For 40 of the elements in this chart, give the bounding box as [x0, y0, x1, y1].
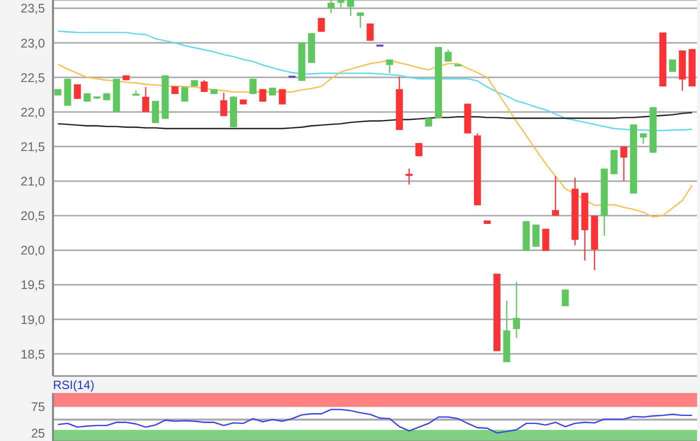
y-tick-label: 23,5 [20, 2, 46, 16]
candlestick [512, 281, 520, 339]
candlestick [542, 228, 550, 252]
candlestick [142, 86, 150, 113]
candlestick [532, 224, 540, 248]
candlestick [669, 58, 676, 72]
y-tick-label: 20,5 [20, 209, 46, 224]
candlestick [562, 289, 569, 307]
candlestick [620, 146, 628, 182]
line-series [57, 30, 693, 132]
line-series [57, 408, 693, 434]
y-tick-label: 19,0 [20, 312, 46, 327]
candlestick [356, 12, 364, 28]
candlestick [406, 168, 413, 186]
y-tick-label: 20,0 [20, 244, 46, 258]
line-series [57, 59, 693, 218]
y-tick-label: 22,5 [20, 70, 46, 85]
y-tick-label: 19,5 [20, 278, 46, 292]
y-tick-label: 21,5 [20, 140, 46, 154]
candlestick [278, 88, 286, 105]
candlestick [74, 84, 81, 100]
candlestick [415, 142, 422, 157]
y-tick-label: 21,0 [20, 174, 46, 189]
candlestick [386, 58, 394, 74]
candlestick [259, 88, 266, 102]
candlestick [318, 17, 325, 32]
chart-title: RSI(14) [53, 377, 96, 393]
candlestick [328, 0, 335, 14]
candlestick [181, 86, 188, 102]
candlestick [366, 22, 374, 42]
line-series [57, 112, 693, 130]
candlestick [220, 92, 228, 117]
candlestick [552, 176, 560, 216]
y-tick-label: 75 [31, 400, 46, 414]
candlestick [347, 0, 354, 16]
y-tick-label: 22,0 [20, 105, 46, 120]
candlestick [200, 80, 208, 93]
y-tick-label: 18,5 [20, 347, 46, 362]
y-tick-label: 23,0 [20, 36, 46, 50]
y-tick-label: 25 [31, 426, 46, 440]
